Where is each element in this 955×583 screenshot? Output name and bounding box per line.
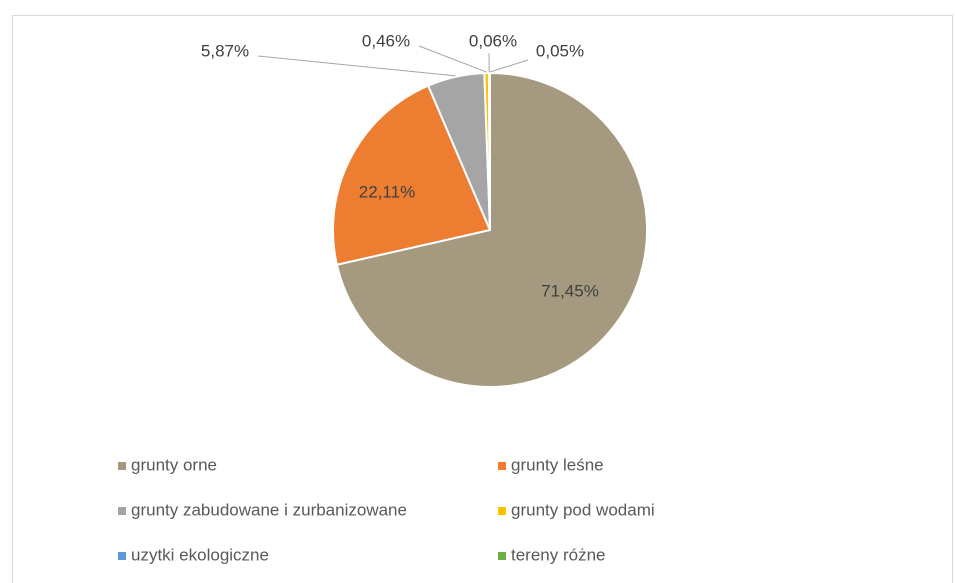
leader-line: [418, 45, 487, 73]
legend-label: uzytki ekologiczne: [131, 545, 269, 564]
legend-swatch: [118, 552, 126, 560]
pie-slice: [332, 84, 492, 266]
leader-line: [257, 55, 456, 77]
legend-swatch: [498, 507, 506, 515]
legend-label: grunty leśne: [511, 455, 604, 474]
data-label: 71,45%: [541, 281, 599, 300]
legend-label: grunty zabudowane i zurbanizowane: [131, 500, 407, 519]
leader-line: [489, 59, 529, 73]
legend-label: tereny różne: [511, 545, 606, 564]
data-label: 22,11%: [359, 182, 415, 201]
data-label: 5,87%: [201, 41, 249, 60]
data-label: 0,46%: [362, 31, 410, 50]
legend-swatch: [118, 462, 126, 470]
data-label: 0,05%: [536, 41, 584, 60]
data-label: 0,06%: [469, 31, 517, 50]
legend-swatch: [498, 552, 506, 560]
legend-label: grunty pod wodami: [511, 500, 655, 519]
legend-swatch: [498, 462, 506, 470]
legend-label: grunty orne: [131, 455, 217, 474]
pie-slice: [335, 71, 648, 388]
legend-swatch: [118, 507, 126, 515]
